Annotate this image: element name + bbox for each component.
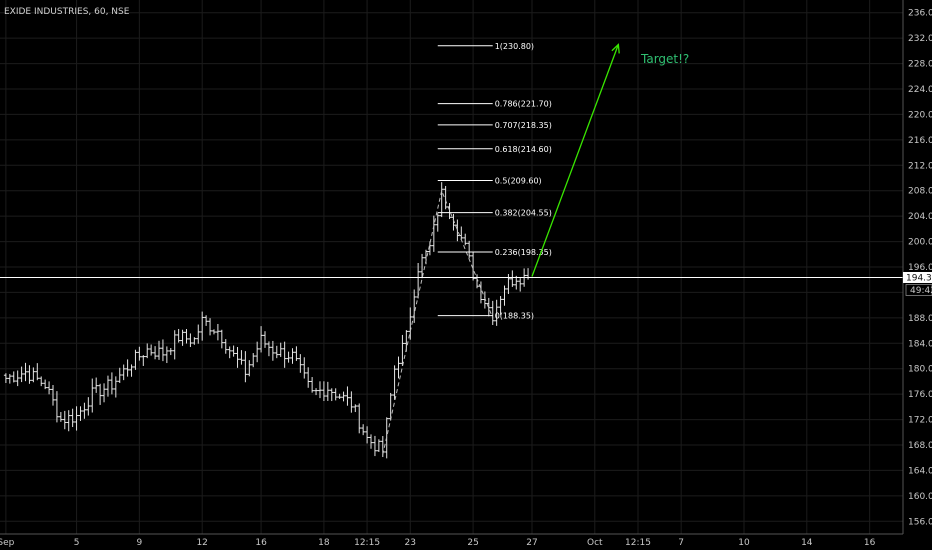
time-axis: Sep 5 9 12 16 18 12:15 23 25 27 Oct 12:15 7 10 14 16: [0, 538, 876, 548]
fib-level-label: 0.5(209.60): [495, 177, 542, 186]
x-tick-label: 23: [405, 538, 416, 548]
target-arrow: [531, 43, 620, 277]
y-tick-label: 168.00: [908, 441, 932, 451]
y-tick-label: 200.00: [908, 238, 932, 248]
grid: [0, 0, 903, 534]
y-tick-label: 160.00: [908, 492, 932, 502]
y-tick-label: 224.00: [908, 85, 932, 95]
fib-level-label: 1(230.80): [495, 42, 534, 51]
symbol-title: EXIDE INDUSTRIES, 60, NSE: [4, 7, 130, 17]
x-tick-label: 5: [74, 538, 80, 548]
x-tick-label: 12: [196, 538, 207, 548]
svg-text:194.35: 194.35: [906, 273, 932, 283]
y-tick-label: 204.00: [908, 212, 932, 222]
y-tick-label: 216.00: [908, 136, 932, 146]
y-tick-label: 180.00: [908, 365, 932, 375]
y-tick-label: 188.00: [908, 314, 932, 324]
fib-level-label: 0.618(214.60): [495, 145, 552, 154]
countdown-tag: 49:42: [905, 284, 932, 296]
current-price-tag: 194.35: [903, 271, 932, 283]
y-tick-label: 208.00: [908, 187, 932, 197]
y-tick-label: 232.00: [908, 34, 932, 44]
x-tick-label: Sep: [0, 538, 15, 548]
fib-level-label: 0.707(218.35): [495, 121, 552, 130]
x-tick-label: 16: [255, 538, 267, 548]
x-tick-label: Oct: [587, 538, 603, 548]
x-tick-label: 9: [137, 538, 143, 548]
y-tick-label: 236.00: [908, 9, 932, 19]
y-tick-label: 172.00: [908, 416, 932, 426]
x-tick-label: 25: [467, 538, 478, 548]
y-tick-label: 228.00: [908, 60, 932, 70]
x-tick-label: 27: [526, 538, 537, 548]
x-tick-label: 7: [678, 538, 684, 548]
y-tick-label: 220.00: [908, 110, 932, 120]
fib-level-label: 0.382(204.55): [495, 209, 552, 218]
y-tick-label: 212.00: [908, 161, 932, 171]
x-tick-label: 16: [864, 538, 876, 548]
y-tick-label: 184.00: [908, 339, 932, 349]
x-tick-label: 14: [801, 538, 813, 548]
fibonacci-levels: 1(230.80) 0.786(221.70) 0.707(218.35) 0.618…: [437, 42, 552, 321]
y-tick-label: 164.00: [908, 466, 932, 476]
target-arrow-shaft: [531, 44, 619, 277]
target-annotation: Target!?: [640, 52, 689, 66]
target-arrow-head: [611, 43, 620, 54]
x-tick-label: 12:15: [625, 538, 651, 548]
x-tick-label: 18: [318, 538, 330, 548]
ohlc-bars: [3, 182, 531, 459]
fib-level-label: 0.236(198.35): [495, 248, 552, 257]
x-tick-label: 12:15: [354, 538, 380, 548]
y-tick-label: 176.00: [908, 390, 932, 400]
y-tick-label: 196.00: [908, 263, 932, 273]
fib-level-label: 0.786(221.70): [495, 100, 552, 109]
y-tick-label: 156.00: [908, 517, 932, 527]
svg-text:49:42: 49:42: [910, 286, 932, 296]
fib-level-label: 0(188.35): [495, 312, 534, 321]
x-tick-label: 10: [738, 538, 750, 548]
